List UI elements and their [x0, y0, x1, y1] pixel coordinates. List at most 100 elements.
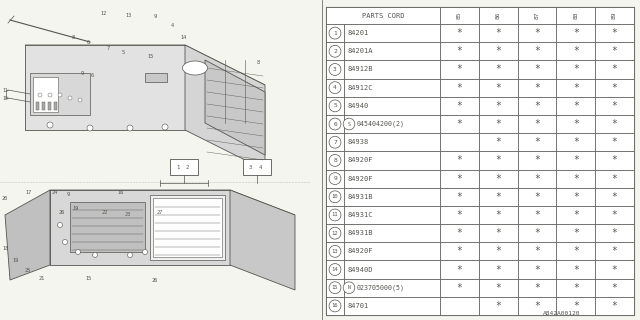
Circle shape — [58, 93, 62, 97]
Text: 10: 10 — [2, 95, 8, 100]
Bar — [556, 97, 595, 115]
Bar — [440, 188, 479, 206]
Text: 8: 8 — [257, 60, 260, 65]
Bar — [479, 242, 518, 260]
Text: *: * — [573, 101, 579, 111]
Text: *: * — [456, 64, 462, 75]
Bar — [556, 151, 595, 170]
Text: A842A00120: A842A00120 — [543, 311, 580, 316]
Bar — [440, 242, 479, 260]
Text: *: * — [456, 246, 462, 256]
Bar — [326, 260, 344, 279]
Text: *: * — [612, 192, 618, 202]
Text: 87: 87 — [534, 12, 540, 19]
Text: *: * — [534, 156, 540, 165]
Text: 17: 17 — [25, 190, 31, 196]
Bar — [326, 7, 440, 24]
Bar — [556, 297, 595, 315]
Text: *: * — [495, 301, 501, 311]
Text: 22: 22 — [102, 210, 108, 214]
Bar — [556, 7, 595, 24]
Text: 1: 1 — [333, 31, 337, 36]
Text: 88: 88 — [573, 12, 579, 19]
Text: *: * — [534, 46, 540, 56]
Text: *: * — [534, 119, 540, 129]
Text: *: * — [534, 246, 540, 256]
Bar — [518, 260, 556, 279]
Text: *: * — [456, 119, 462, 129]
Text: 5: 5 — [122, 50, 125, 54]
Bar — [556, 242, 595, 260]
Text: *: * — [495, 119, 501, 129]
Bar — [344, 24, 440, 42]
Text: 84931B: 84931B — [347, 194, 372, 200]
Circle shape — [343, 118, 355, 130]
Bar — [344, 297, 440, 315]
Bar — [344, 242, 440, 260]
Bar — [344, 206, 440, 224]
Text: 9: 9 — [81, 70, 84, 76]
Bar — [326, 133, 344, 151]
Text: 15: 15 — [147, 53, 153, 59]
Text: 86: 86 — [496, 12, 500, 19]
Text: 23: 23 — [125, 212, 131, 218]
Text: 84912B: 84912B — [347, 67, 372, 72]
Circle shape — [63, 239, 67, 244]
Bar — [595, 42, 634, 60]
Bar — [326, 60, 344, 79]
Text: 26: 26 — [152, 277, 158, 283]
Text: 84931C: 84931C — [347, 212, 372, 218]
Text: *: * — [495, 173, 501, 184]
Bar — [479, 7, 518, 24]
Bar — [344, 115, 440, 133]
Text: 15: 15 — [332, 285, 339, 290]
Text: *: * — [456, 173, 462, 184]
Bar — [518, 279, 556, 297]
Circle shape — [143, 250, 147, 254]
Bar — [170, 159, 198, 175]
Circle shape — [127, 125, 133, 131]
Text: 9: 9 — [333, 176, 337, 181]
Bar — [595, 260, 634, 279]
Bar — [440, 170, 479, 188]
Circle shape — [329, 155, 341, 166]
Text: *: * — [456, 83, 462, 93]
Bar — [440, 151, 479, 170]
Text: *: * — [534, 192, 540, 202]
Bar — [518, 24, 556, 42]
Bar — [479, 79, 518, 97]
Text: *: * — [495, 283, 501, 293]
Bar — [440, 97, 479, 115]
Bar — [344, 42, 440, 60]
Text: *: * — [456, 283, 462, 293]
Text: PARTS CORD: PARTS CORD — [362, 12, 404, 19]
Text: 20: 20 — [2, 196, 8, 201]
Text: 26: 26 — [59, 210, 65, 214]
Bar — [479, 260, 518, 279]
Circle shape — [68, 96, 72, 100]
Bar — [326, 297, 344, 315]
Text: *: * — [612, 83, 618, 93]
Bar — [518, 79, 556, 97]
Text: 19: 19 — [12, 258, 18, 262]
Text: 84940D: 84940D — [347, 267, 372, 273]
Bar — [344, 151, 440, 170]
Bar — [344, 79, 440, 97]
Text: *: * — [573, 156, 579, 165]
Polygon shape — [205, 60, 265, 155]
Text: 89: 89 — [612, 12, 617, 19]
Text: *: * — [534, 83, 540, 93]
Bar — [326, 206, 344, 224]
Text: 3: 3 — [333, 67, 337, 72]
Bar — [595, 188, 634, 206]
Text: *: * — [495, 156, 501, 165]
Bar — [326, 224, 344, 242]
Circle shape — [78, 98, 82, 102]
Text: 84931B: 84931B — [347, 230, 372, 236]
Text: 84920F: 84920F — [347, 176, 372, 181]
Text: 19: 19 — [72, 205, 78, 211]
Bar — [440, 297, 479, 315]
Text: *: * — [495, 137, 501, 147]
Bar — [595, 115, 634, 133]
Bar — [556, 42, 595, 60]
